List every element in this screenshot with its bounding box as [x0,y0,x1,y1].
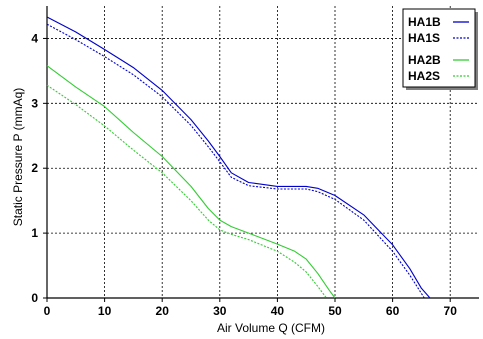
y-tick-label: 2 [31,161,38,175]
y-tick-label: 4 [31,31,38,45]
series-line-ha1b [46,16,431,299]
x-tick-label: 30 [213,304,227,318]
x-tick-label: 0 [44,304,51,318]
x-tick-label: 70 [444,304,458,318]
legend-label-ha1b: HA1B [408,15,441,29]
legend-label-ha1s: HA1S [408,31,440,45]
x-tick-label: 60 [386,304,400,318]
series-line-ha1s [46,23,425,299]
x-tick-label: 20 [156,304,170,318]
x-tick-label: 10 [98,304,112,318]
legend-label-ha2s: HA2S [408,69,440,83]
legend-label-ha2b: HA2B [408,53,441,67]
x-tick-label: 40 [271,304,285,318]
y-tick-label: 1 [31,226,38,240]
y-axis-title: Static Pressure P (mmAq) [11,88,25,226]
x-tick-label: 50 [328,304,342,318]
y-tick-label: 0 [31,291,38,305]
series-line-ha2b [46,65,336,299]
y-tick-label: 3 [31,96,38,110]
x-axis-title: Air Volume Q (CFM) [217,321,325,335]
